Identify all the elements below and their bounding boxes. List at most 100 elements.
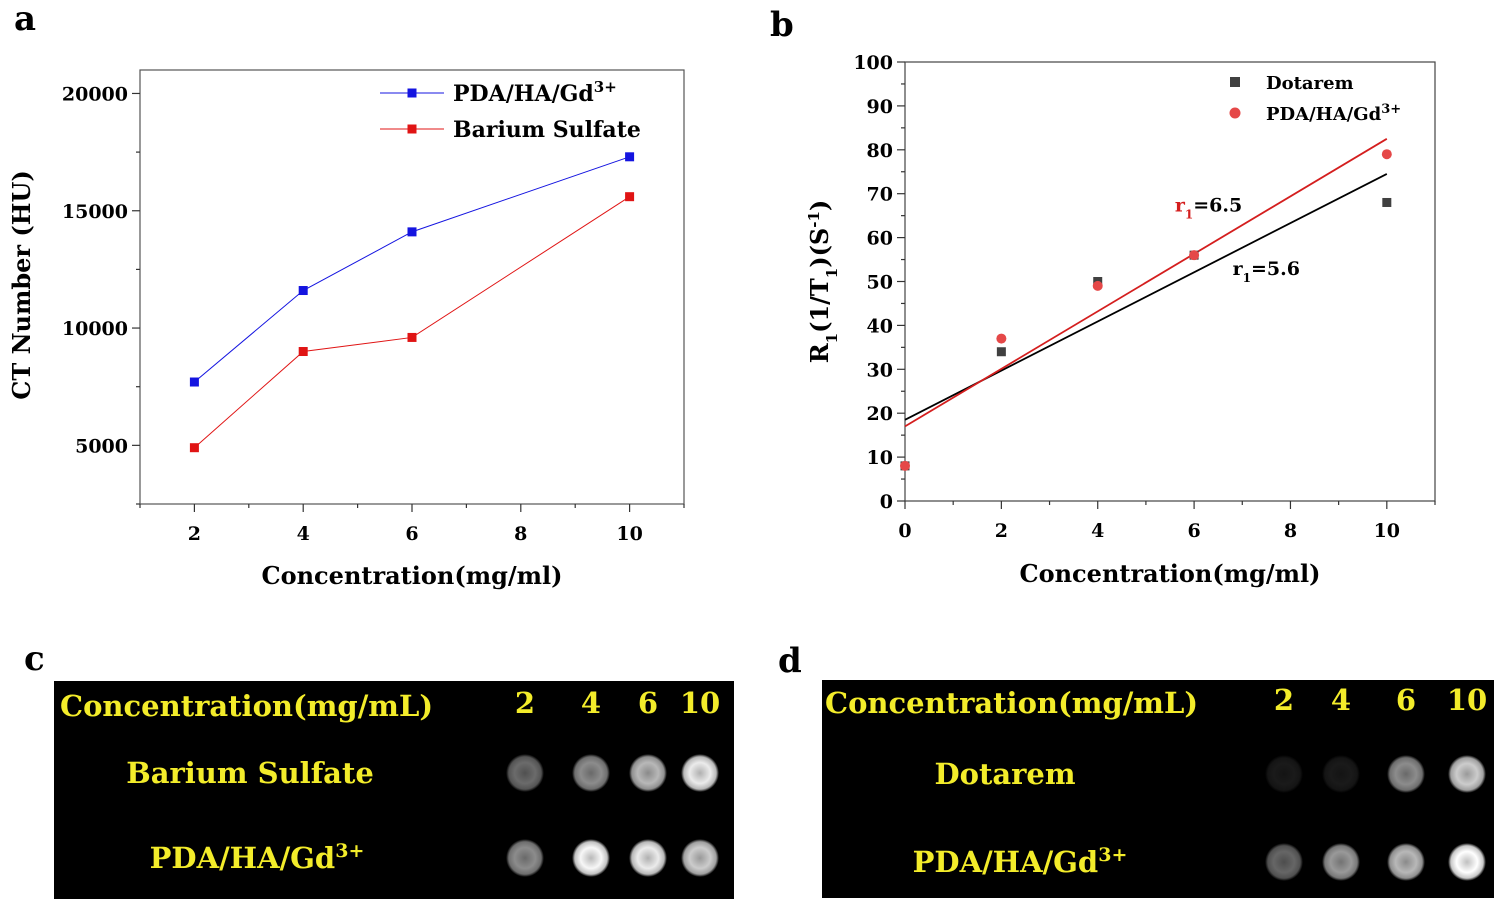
x-tick-label-b: 6: [1187, 520, 1200, 542]
x-tick-label-b: 2: [995, 520, 1008, 542]
sample-spot: [572, 839, 610, 877]
y-tick-label-a: 10000: [62, 318, 128, 340]
sample-spot: [629, 754, 667, 792]
x-tick-label-a: 8: [514, 523, 527, 545]
data-point-a: [407, 227, 417, 237]
sample-spot: [681, 839, 719, 877]
legend-marker-b: [1229, 107, 1241, 119]
plot-frame-b: [904, 61, 1436, 502]
sample-label: PDA/HA/Gd3+: [913, 844, 1128, 879]
sample-spot: [506, 754, 544, 792]
concentration-label: 10: [1447, 683, 1487, 717]
data-point-a: [625, 192, 635, 202]
y-tick-label-a: 5000: [75, 435, 128, 457]
concentration-label: 6: [638, 686, 658, 720]
mri-background: [822, 680, 1494, 898]
chart-a: 2 4 6 8 10 5000 10000 15000 20000 Concentration(m…: [7, 69, 685, 590]
y-tick-label-b: 60: [867, 228, 893, 250]
sample-spot: [1448, 843, 1486, 881]
image-header: Concentration(mg/mL): [825, 686, 1198, 720]
sample-spot: [1387, 843, 1425, 881]
data-point-a: [298, 286, 308, 296]
image-panel-d: Concentration(mg/mL) 2 4 6 10 Dotarem PDA/HA/G…: [822, 680, 1494, 898]
legend-marker-a: [407, 88, 417, 98]
sample-spot: [681, 754, 719, 792]
data-point-a: [189, 443, 199, 453]
legend-label-a: Barium Sulfate: [453, 117, 641, 143]
legend-marker-b: [1230, 77, 1240, 87]
panel-letter-c: c: [24, 639, 45, 679]
data-point-b: [1092, 280, 1103, 291]
panel-letter-b: b: [770, 5, 794, 45]
x-tick-label-b: 0: [898, 520, 911, 542]
series-line-a: [194, 196, 630, 449]
series-line-a: [194, 156, 630, 383]
y-tick-label-b: 100: [853, 52, 893, 74]
x-tick-label-a: 2: [188, 523, 201, 545]
y-axis-title-a: CT Number (HU): [7, 170, 36, 399]
data-point-a: [625, 152, 635, 162]
y-tick-label-a: 20000: [62, 83, 128, 105]
concentration-label: 10: [680, 686, 720, 720]
mri-background: [54, 681, 734, 899]
sample-spot: [1322, 755, 1360, 793]
sample-label: Barium Sulfate: [126, 756, 374, 790]
x-axis-title-b: Concentration(mg/ml): [1020, 559, 1321, 588]
y-axis-title-b: R1(1/T1)(S-1): [805, 200, 841, 364]
y-tick-label-b: 70: [867, 184, 893, 206]
x-tick-label-b: 4: [1091, 520, 1104, 542]
x-tick-label-b: 8: [1284, 520, 1297, 542]
sample-label: Dotarem: [934, 757, 1075, 791]
data-point-b: [1189, 250, 1200, 261]
legend-label-a: PDA/HA/Gd3+: [453, 78, 617, 107]
concentration-label: 4: [1331, 683, 1351, 717]
data-point-a: [407, 332, 417, 342]
legend-label-b: PDA/HA/Gd3+: [1266, 102, 1401, 126]
slope-annotation-b: r1=5.6: [1233, 258, 1300, 285]
x-tick-label-a: 10: [616, 523, 642, 545]
y-tick-label-b: 50: [867, 272, 893, 294]
sample-spot: [1265, 755, 1303, 793]
x-tick-label-a: 6: [405, 523, 418, 545]
data-point-a: [298, 347, 308, 357]
sample-label: PDA/HA/Gd3+: [150, 840, 365, 875]
fit-line-b: [904, 138, 1388, 428]
data-point-a: [189, 377, 199, 387]
x-axis-title-a: Concentration(mg/ml): [262, 561, 563, 590]
x-tick-label-a: 4: [297, 523, 310, 545]
data-point-b: [996, 347, 1006, 357]
y-tick-label-a: 15000: [62, 201, 128, 223]
sample-spot: [1387, 755, 1425, 793]
sample-spot: [506, 839, 544, 877]
y-tick-label-b: 80: [867, 140, 893, 162]
y-tick-label-b: 10: [867, 447, 893, 469]
panel-letter-a: a: [14, 0, 36, 39]
legend-marker-a: [407, 124, 417, 134]
concentration-label: 4: [581, 686, 601, 720]
data-point-b: [1381, 149, 1392, 160]
sample-spot: [1265, 843, 1303, 881]
y-tick-label-b: 30: [867, 359, 893, 381]
concentration-label: 2: [1274, 683, 1294, 717]
y-tick-label-b: 20: [867, 403, 893, 425]
data-point-b: [900, 460, 910, 471]
panel-letter-d: d: [778, 641, 802, 681]
data-point-b: [996, 333, 1007, 344]
x-tick-label-b: 10: [1374, 520, 1400, 542]
sample-spot: [1322, 843, 1360, 881]
sample-spot: [1448, 755, 1486, 793]
slope-annotation-b: r1=6.5: [1175, 194, 1242, 221]
chart-b: 0 2 4 6 8 100102030405060708090100Concentrati…: [805, 52, 1436, 588]
concentration-label: 6: [1396, 683, 1416, 717]
y-tick-label-b: 0: [880, 491, 893, 513]
image-header: Concentration(mg/mL): [60, 689, 433, 723]
legend-label-b: Dotarem: [1266, 73, 1354, 94]
sample-spot: [629, 839, 667, 877]
data-point-b: [1382, 197, 1392, 207]
image-panel-c: Concentration(mg/mL) 2 4 6 10 Barium Sulfate P…: [54, 681, 734, 899]
concentration-label: 2: [515, 686, 535, 720]
sample-spot: [572, 754, 610, 792]
y-tick-label-b: 40: [867, 315, 893, 337]
y-tick-label-b: 90: [867, 96, 893, 118]
